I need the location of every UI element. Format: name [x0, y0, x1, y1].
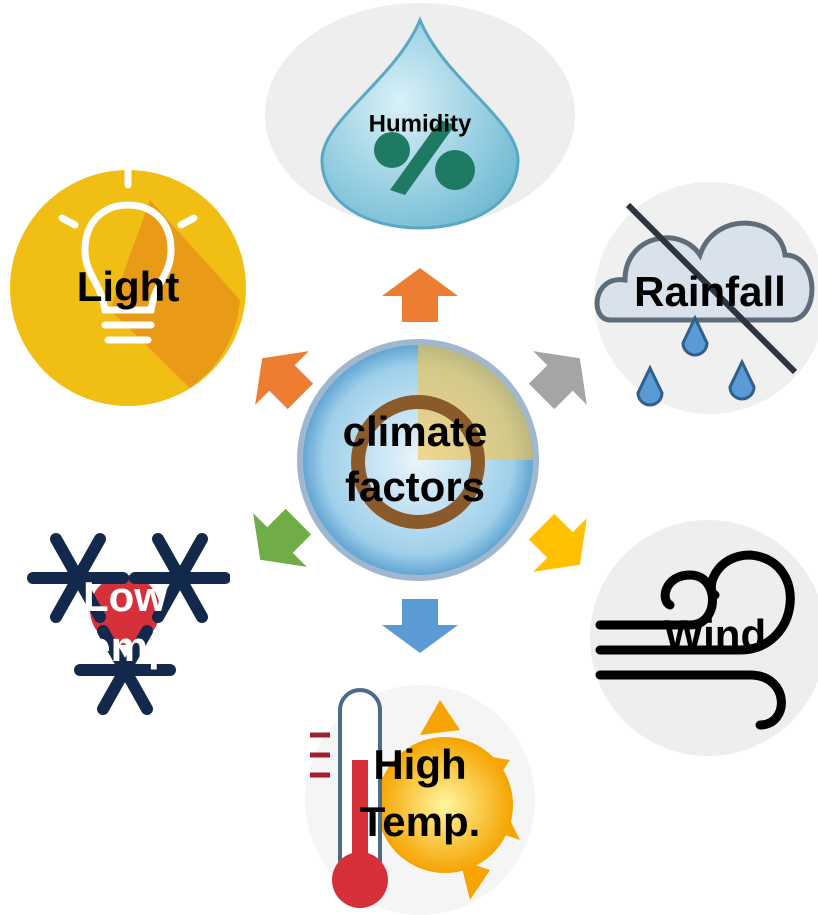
- thermometer-ticks: [310, 732, 330, 778]
- thermometer-bulb: [332, 852, 388, 908]
- arrow: [382, 599, 458, 653]
- node-label: Low: [83, 573, 167, 620]
- wind-backdrop: [590, 520, 818, 756]
- node-label: Temp.: [65, 623, 186, 670]
- center-label: climate: [343, 408, 488, 455]
- node-label: Rainfall: [634, 268, 786, 315]
- strike-line: [625, 202, 798, 375]
- arrow: [528, 351, 587, 410]
- arrows: [253, 268, 587, 653]
- node-label: Humidity: [369, 110, 472, 137]
- arrow: [382, 268, 458, 322]
- node-label: Wind: [664, 611, 766, 658]
- bulb-icon: [58, 166, 198, 344]
- node-label: Temp.: [360, 798, 481, 845]
- snowflakes: Low Temp.: [27, 533, 230, 715]
- arrow: [528, 513, 587, 572]
- cloud: [594, 220, 815, 323]
- node-label: High: [373, 741, 466, 788]
- arrow: [253, 508, 312, 567]
- percent-icon: [374, 120, 475, 195]
- sun: [377, 737, 513, 873]
- arrow: [255, 351, 314, 410]
- center-label: factors: [345, 463, 485, 510]
- raindrops: [636, 314, 756, 407]
- thermometer-fluid: [352, 760, 368, 880]
- center-ring: [351, 395, 485, 529]
- wind-icon: [595, 550, 795, 730]
- node-label: Light: [77, 263, 180, 310]
- center-segment: [418, 345, 533, 460]
